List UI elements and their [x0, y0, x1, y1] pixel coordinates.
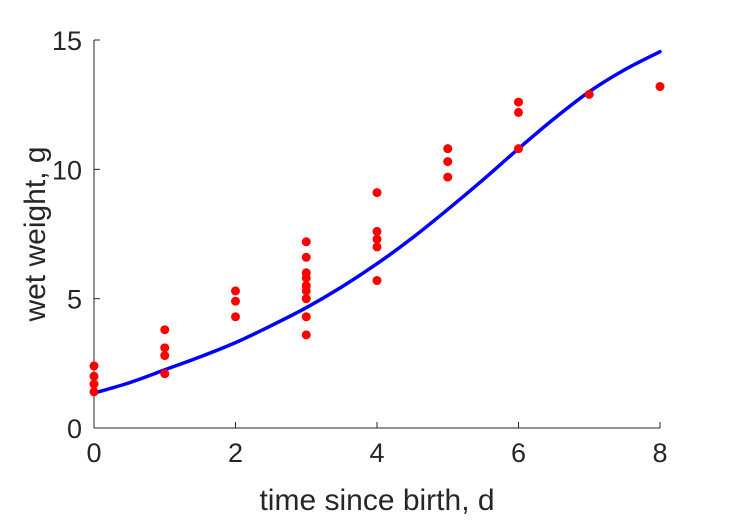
data-point [301, 252, 311, 262]
data-point [301, 312, 311, 322]
data-point [160, 343, 170, 353]
data-point [231, 312, 240, 322]
x-tick-label: 6 [511, 438, 526, 468]
data-point [301, 286, 311, 296]
x-tick-label: 4 [369, 438, 384, 468]
data-point [89, 371, 99, 381]
data-point [89, 361, 99, 371]
data-point [231, 296, 240, 306]
data-point [443, 172, 453, 182]
ticks: 0 2 4 6 8 0 5 10 15 [52, 26, 668, 468]
data-point [372, 226, 382, 236]
data-point [514, 144, 523, 154]
data-point [89, 379, 99, 389]
data-point [160, 351, 170, 361]
data-point [443, 157, 453, 167]
data-point [301, 294, 311, 304]
data-point [89, 387, 99, 397]
data-point [301, 330, 311, 340]
data-point [372, 242, 382, 252]
data-point [301, 237, 311, 247]
y-tick-label: 5 [67, 285, 82, 315]
x-tick-label: 0 [86, 438, 101, 468]
data-point [301, 273, 311, 283]
data-point [372, 234, 382, 244]
data-point [160, 369, 170, 379]
y-tick-label: 10 [52, 155, 82, 185]
data-point [372, 276, 382, 286]
data-point [514, 97, 523, 107]
data-point [584, 89, 594, 99]
x-axis-label: time since birth, d [259, 484, 494, 517]
fit-curve [92, 49, 662, 395]
data-point [160, 325, 170, 335]
data-point [443, 144, 453, 154]
data-point [514, 107, 523, 117]
data-point [231, 286, 240, 296]
data-point [372, 188, 382, 198]
x-tick-label: 8 [652, 438, 667, 468]
y-tick-label: 0 [67, 414, 82, 444]
data-points [89, 82, 665, 397]
y-axis-label: wet weight, g [19, 146, 52, 322]
data-point [655, 82, 665, 92]
x-tick-label: 2 [228, 438, 243, 468]
y-tick-label: 15 [52, 26, 82, 56]
